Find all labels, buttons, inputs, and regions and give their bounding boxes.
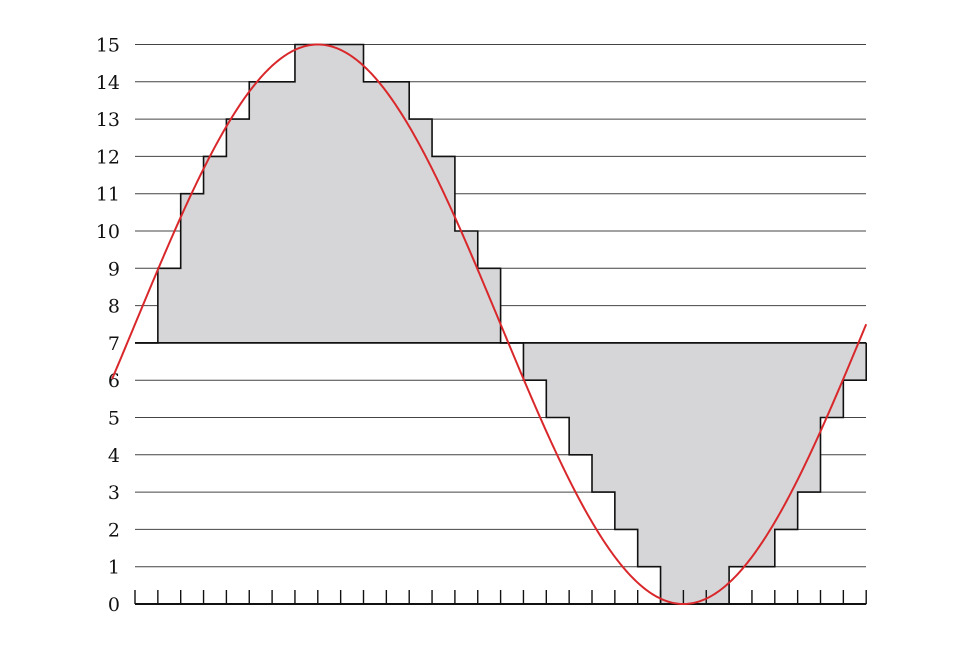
step-bar-27 <box>751 342 776 567</box>
step-bar-21 <box>614 342 639 530</box>
step-bar-3 <box>203 156 227 343</box>
y-tick-label-2: 2 <box>108 519 120 541</box>
step-bar-19 <box>569 342 593 455</box>
y-tick-label-11: 11 <box>96 184 120 206</box>
step-area <box>135 43 867 605</box>
y-tick-label-7: 7 <box>108 333 120 355</box>
y-tick-label-0: 0 <box>108 594 120 616</box>
step-bar-18 <box>546 342 570 418</box>
step-bar-24 <box>683 342 707 604</box>
y-tick-label-5: 5 <box>108 408 120 430</box>
y-tick-label-4: 4 <box>108 445 120 467</box>
step-bar-28 <box>774 342 799 530</box>
step-bar-15 <box>477 268 501 343</box>
y-tick-label-6: 6 <box>108 370 120 392</box>
y-tick-label-13: 13 <box>96 109 120 131</box>
step-bar-1 <box>157 268 182 343</box>
sine-curve-layer <box>111 43 868 606</box>
step-bar-14 <box>454 231 479 343</box>
step-bar-29 <box>797 342 821 493</box>
y-tick-label-1: 1 <box>108 557 120 579</box>
x-axis <box>134 590 867 605</box>
y-tick-label-10: 10 <box>96 221 120 243</box>
step-bar-6 <box>272 81 296 343</box>
step-bar-8 <box>317 44 342 343</box>
step-bar-25 <box>706 342 730 604</box>
step-bar-23 <box>660 342 684 604</box>
y-tick-label-9: 9 <box>108 258 120 280</box>
y-tick-label-12: 12 <box>96 146 120 168</box>
step-bar-20 <box>592 342 616 493</box>
step-bar-7 <box>294 44 319 343</box>
step-bar-12 <box>409 119 433 343</box>
sine-curve <box>111 43 868 606</box>
y-tick-label-15: 15 <box>96 35 120 57</box>
step-bar-30 <box>820 342 844 418</box>
step-bar-31 <box>843 342 867 381</box>
step-bar-10 <box>363 81 387 343</box>
step-bar-5 <box>249 81 273 343</box>
step-bar-17 <box>523 342 547 381</box>
step-bar-2 <box>180 193 204 343</box>
step-bar-26 <box>729 342 753 567</box>
y-tick-label-8: 8 <box>108 296 120 318</box>
step-bar-4 <box>226 119 250 343</box>
step-bar-22 <box>637 342 661 567</box>
step-bar-9 <box>340 44 364 343</box>
step-bar-11 <box>386 81 410 343</box>
y-tick-label-14: 14 <box>96 72 120 94</box>
y-tick-label-3: 3 <box>108 482 120 504</box>
step-bar-13 <box>432 156 456 343</box>
